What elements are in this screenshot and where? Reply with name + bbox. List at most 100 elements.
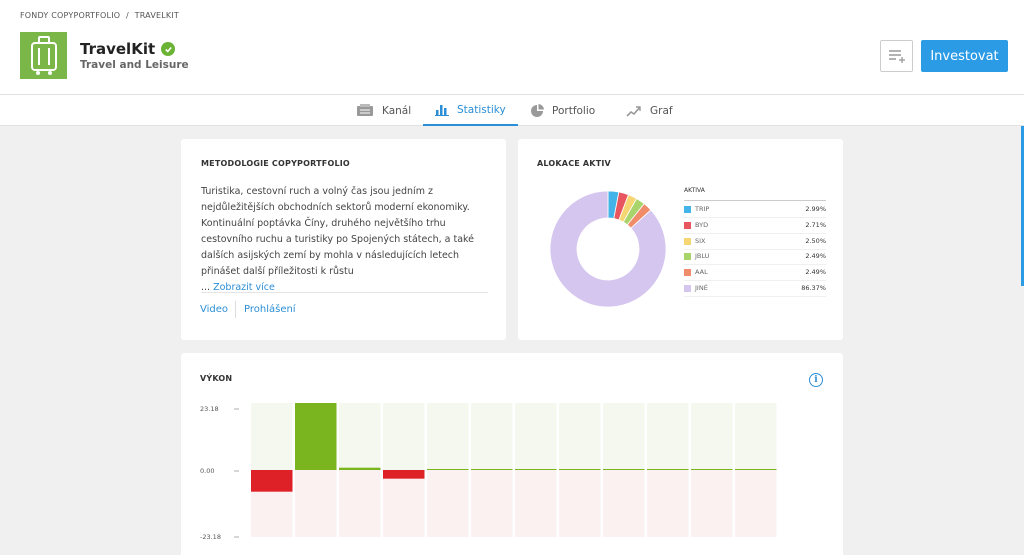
list-add-icon	[888, 50, 905, 63]
legend-asset-percent: 2.50%	[805, 236, 826, 245]
legend-swatch	[684, 237, 691, 245]
allocation-donut-chart	[549, 190, 667, 308]
show-more-link[interactable]: Zobrazit více	[213, 282, 275, 293]
performance-bar[interactable]	[339, 467, 381, 470]
performance-bar[interactable]	[603, 469, 645, 470]
legend-swatch	[684, 206, 691, 213]
column-negative-background	[735, 470, 777, 537]
breadcrumb-parent[interactable]: FONDY COPYPORTFOLIO	[20, 11, 121, 20]
legend-row[interactable]: JBLU 2.49%	[684, 249, 826, 266]
fund-title: TravelKit	[80, 40, 156, 58]
channel-icon	[357, 104, 373, 116]
performance-bar[interactable]	[691, 469, 733, 470]
methodology-card: METODOLOGIE COPYPORTFOLIO Turistika, ces…	[181, 139, 506, 340]
donut-slice-jiné[interactable]	[549, 190, 667, 308]
verified-icon	[161, 42, 176, 56]
column-negative-background	[383, 470, 425, 537]
column-negative-background	[691, 470, 733, 537]
column-negative-background	[647, 470, 689, 537]
column-positive-background	[427, 403, 469, 470]
legend-asset-name: AAL	[695, 268, 708, 277]
tab-statistics-label: Statistiky	[457, 103, 506, 116]
legend-header: AKTIVA	[684, 187, 705, 194]
divider	[201, 292, 488, 293]
legend-asset-name: TRIP	[695, 205, 710, 213]
y-tick-label: -23.18	[200, 533, 221, 541]
divider	[684, 200, 826, 201]
tab-bar: Kanál Statistiky Portfolio Graf	[0, 95, 1024, 126]
tab-statistics[interactable]: Statistiky	[423, 95, 518, 126]
column-positive-background	[647, 403, 689, 470]
y-tick-label: 23.18	[200, 405, 219, 413]
breadcrumb-current: TRAVELKIT	[134, 11, 180, 20]
legend-asset-percent: 2.49%	[805, 252, 826, 261]
legend-swatch	[684, 253, 691, 261]
column-negative-background	[295, 470, 337, 537]
performance-bar[interactable]	[515, 469, 557, 470]
legend-asset-percent: 2.49%	[805, 268, 826, 277]
column-positive-background	[251, 403, 293, 470]
breadcrumb-separator: /	[126, 11, 129, 20]
tab-graph[interactable]: Graf	[614, 95, 685, 126]
column-negative-background	[559, 470, 601, 537]
column-positive-background	[515, 403, 557, 470]
methodology-description: Turistika, cestovní ruch a volný čas jso…	[201, 186, 475, 277]
legend-row[interactable]: BYD 2.71%	[684, 218, 826, 234]
legend-swatch	[684, 269, 691, 277]
tab-channel[interactable]: Kanál	[344, 95, 423, 126]
performance-bar[interactable]	[471, 469, 513, 470]
legend-asset-percent: 2.71%	[805, 220, 826, 229]
fund-title-row: TravelKit	[80, 40, 176, 58]
scrollbar[interactable]	[1021, 126, 1024, 286]
performance-bar[interactable]	[559, 469, 601, 470]
column-positive-background	[471, 403, 513, 470]
methodology-title: METODOLOGIE COPYPORTFOLIO	[201, 159, 350, 168]
column-negative-background	[515, 470, 557, 537]
info-icon[interactable]: i	[809, 373, 823, 387]
more-prefix: ...	[201, 282, 211, 293]
performance-bar[interactable]	[735, 469, 777, 470]
performance-bar[interactable]	[295, 403, 337, 470]
methodology-text: Turistika, cestovní ruch a volný čas jso…	[201, 184, 491, 296]
add-to-watchlist-button[interactable]	[880, 40, 913, 72]
column-positive-background	[691, 403, 733, 470]
column-negative-background	[603, 470, 645, 537]
legend-row[interactable]: AAL 2.49%	[684, 265, 826, 282]
performance-bar[interactable]	[647, 469, 689, 470]
legend-asset-name: JINÉ	[695, 284, 708, 292]
fund-header: FONDY COPYPORTFOLIO / TRAVELKIT TravelKi…	[0, 0, 1024, 95]
legend-asset-percent: 2.99%	[805, 205, 826, 213]
column-negative-background	[427, 470, 469, 537]
tab-portfolio-label: Portfolio	[552, 104, 596, 117]
legend-row[interactable]: JINÉ 86.37%	[684, 281, 826, 297]
suitcase-icon	[20, 32, 67, 79]
tab-portfolio[interactable]: Portfolio	[518, 95, 607, 126]
column-negative-background	[339, 470, 381, 537]
invest-button[interactable]: Investovat	[921, 40, 1008, 72]
disclaimer-link[interactable]: Prohlášení	[244, 304, 296, 315]
bar-chart-icon	[435, 104, 449, 116]
performance-bar[interactable]	[251, 470, 293, 492]
performance-card: VÝKON i 23.18 0.00 -23.18	[181, 353, 843, 555]
performance-title: VÝKON	[200, 374, 233, 383]
legend-asset-percent: 86.37%	[801, 284, 826, 292]
column-positive-background	[735, 403, 777, 470]
performance-bar[interactable]	[383, 470, 425, 479]
legend-row[interactable]: SIX 2.50%	[684, 234, 826, 250]
legend-asset-name: SIX	[695, 236, 706, 245]
column-positive-background	[339, 403, 381, 470]
legend-swatch	[684, 285, 691, 292]
divider	[235, 301, 236, 318]
tab-channel-label: Kanál	[382, 104, 412, 117]
video-link[interactable]: Video	[200, 304, 229, 315]
y-tick-label: 0.00	[200, 467, 214, 475]
line-chart-icon	[626, 105, 641, 117]
allocation-title: ALOKACE AKTIV	[537, 159, 611, 168]
performance-bar[interactable]	[427, 469, 469, 470]
legend-asset-name: JBLU	[695, 252, 710, 261]
performance-bar-chart: 23.18 0.00 -23.18	[200, 403, 777, 541]
breadcrumb: FONDY COPYPORTFOLIO / TRAVELKIT	[20, 11, 179, 20]
column-positive-background	[383, 403, 425, 470]
legend-asset-name: BYD	[695, 220, 709, 229]
legend-row[interactable]: TRIP 2.99%	[684, 202, 826, 218]
